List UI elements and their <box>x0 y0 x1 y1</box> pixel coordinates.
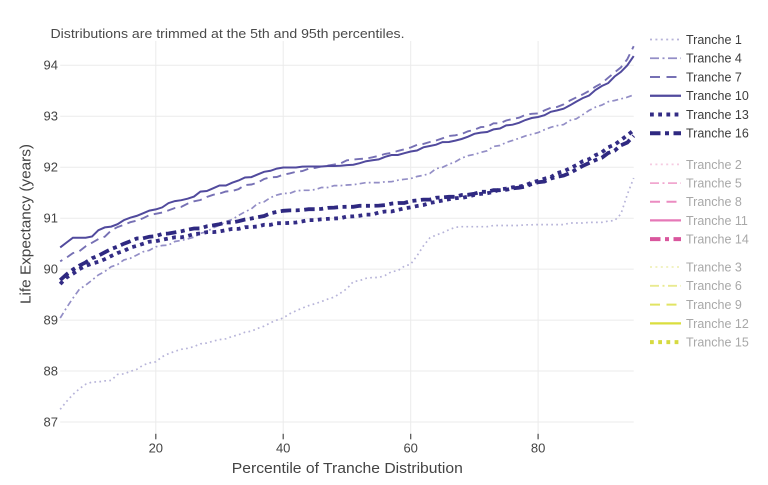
svg-text:88: 88 <box>44 363 58 378</box>
svg-text:Tranche 2: Tranche 2 <box>686 158 742 172</box>
svg-text:20: 20 <box>149 441 163 456</box>
svg-text:87: 87 <box>44 414 58 429</box>
svg-text:Tranche 13: Tranche 13 <box>686 108 749 122</box>
svg-text:Tranche 8: Tranche 8 <box>686 195 742 209</box>
svg-text:Tranche 12: Tranche 12 <box>686 317 749 331</box>
svg-text:Tranche 11: Tranche 11 <box>686 214 748 228</box>
svg-text:Tranche 15: Tranche 15 <box>686 336 749 350</box>
svg-text:Tranche 1: Tranche 1 <box>686 33 742 47</box>
svg-text:Tranche 3: Tranche 3 <box>686 260 742 274</box>
svg-text:Percentile of Tranche Distribu: Percentile of Tranche Distribution <box>232 460 463 477</box>
svg-text:93: 93 <box>44 109 58 124</box>
svg-text:Tranche 10: Tranche 10 <box>686 89 749 103</box>
svg-text:Tranche 5: Tranche 5 <box>686 177 742 191</box>
svg-text:Tranche 14: Tranche 14 <box>686 233 749 247</box>
svg-text:Distributions are trimmed at t: Distributions are trimmed at the 5th and… <box>51 26 405 41</box>
svg-text:90: 90 <box>44 262 58 277</box>
svg-text:40: 40 <box>276 441 290 456</box>
svg-text:94: 94 <box>44 58 58 73</box>
svg-text:60: 60 <box>403 441 417 456</box>
svg-text:Tranche 6: Tranche 6 <box>686 279 742 293</box>
svg-text:91: 91 <box>44 211 58 226</box>
svg-text:Tranche 16: Tranche 16 <box>686 127 749 141</box>
svg-text:80: 80 <box>531 441 545 456</box>
svg-text:Tranche 4: Tranche 4 <box>686 52 742 66</box>
svg-text:Tranche 7: Tranche 7 <box>686 70 742 84</box>
svg-text:92: 92 <box>44 160 58 175</box>
svg-text:Life Expectancy (years): Life Expectancy (years) <box>18 144 35 304</box>
svg-text:Tranche 9: Tranche 9 <box>686 298 742 312</box>
svg-text:89: 89 <box>44 312 58 327</box>
